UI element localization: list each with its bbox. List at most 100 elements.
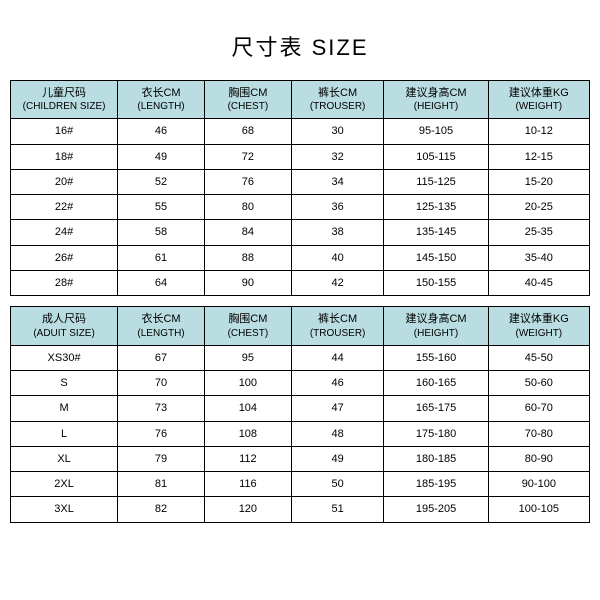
cell: 28# (11, 271, 118, 296)
cell: 76 (118, 421, 205, 446)
cell: 108 (204, 421, 291, 446)
cell: 105-115 (384, 144, 488, 169)
cell: L (11, 421, 118, 446)
cell: 155-160 (384, 345, 488, 370)
table-header-row: 成人尺码(ADUIT SIZE)衣长CM(LENGTH)胸围CM(CHEST)裤… (11, 307, 590, 345)
cell: 40-45 (488, 271, 589, 296)
cell: 185-195 (384, 472, 488, 497)
cell: 84 (204, 220, 291, 245)
cell: 50 (291, 472, 384, 497)
cell: 20# (11, 169, 118, 194)
cell: 90-100 (488, 472, 589, 497)
cell: M (11, 396, 118, 421)
cell: 116 (204, 472, 291, 497)
table-row: 28#649042150-15540-45 (11, 271, 590, 296)
table-row: XS30#679544155-16045-50 (11, 345, 590, 370)
cell: 180-185 (384, 446, 488, 471)
cell: 100 (204, 370, 291, 395)
column-header: 胸围CM(CHEST) (204, 81, 291, 119)
cell: 165-175 (384, 396, 488, 421)
cell: 115-125 (384, 169, 488, 194)
cell: 100-105 (488, 497, 589, 522)
cell: 25-35 (488, 220, 589, 245)
table-header-row: 儿童尺码(CHILDREN SIZE)衣长CM(LENGTH)胸围CM(CHES… (11, 81, 590, 119)
table-row: 16#46683095-10510-12 (11, 119, 590, 144)
table-row: 24#588438135-14525-35 (11, 220, 590, 245)
column-header: 裤长CM(TROUSER) (291, 81, 384, 119)
cell: 49 (118, 144, 205, 169)
cell: 52 (118, 169, 205, 194)
cell: XS30# (11, 345, 118, 370)
column-header: 衣长CM(LENGTH) (118, 81, 205, 119)
cell: S (11, 370, 118, 395)
cell: 24# (11, 220, 118, 245)
cell: 35-40 (488, 245, 589, 270)
cell: 95 (204, 345, 291, 370)
cell: 47 (291, 396, 384, 421)
cell: 67 (118, 345, 205, 370)
column-header: 建议体重KG(WEIGHT) (488, 81, 589, 119)
cell: 73 (118, 396, 205, 421)
table-row: 3XL8212051195-205100-105 (11, 497, 590, 522)
cell: 30 (291, 119, 384, 144)
cell: 88 (204, 245, 291, 270)
cell: 60-70 (488, 396, 589, 421)
page-title: 尺寸表 SIZE (10, 30, 590, 62)
cell: 58 (118, 220, 205, 245)
cell: 80-90 (488, 446, 589, 471)
column-header: 建议身高CM(HEIGHT) (384, 81, 488, 119)
cell: XL (11, 446, 118, 471)
cell: 104 (204, 396, 291, 421)
cell: 18# (11, 144, 118, 169)
table-row: XL7911249180-18580-90 (11, 446, 590, 471)
cell: 64 (118, 271, 205, 296)
cell: 70 (118, 370, 205, 395)
cell: 45-50 (488, 345, 589, 370)
cell: 112 (204, 446, 291, 471)
cell: 135-145 (384, 220, 488, 245)
cell: 12-15 (488, 144, 589, 169)
cell: 16# (11, 119, 118, 144)
cell: 36 (291, 195, 384, 220)
cell: 125-135 (384, 195, 488, 220)
table-row: 20#527634115-12515-20 (11, 169, 590, 194)
column-header: 儿童尺码(CHILDREN SIZE) (11, 81, 118, 119)
column-header: 胸围CM(CHEST) (204, 307, 291, 345)
column-header: 裤长CM(TROUSER) (291, 307, 384, 345)
cell: 48 (291, 421, 384, 446)
cell: 3XL (11, 497, 118, 522)
cell: 79 (118, 446, 205, 471)
table-row: 26#618840145-15035-40 (11, 245, 590, 270)
cell: 195-205 (384, 497, 488, 522)
cell: 10-12 (488, 119, 589, 144)
cell: 22# (11, 195, 118, 220)
cell: 20-25 (488, 195, 589, 220)
column-header: 成人尺码(ADUIT SIZE) (11, 307, 118, 345)
cell: 61 (118, 245, 205, 270)
cell: 49 (291, 446, 384, 471)
cell: 82 (118, 497, 205, 522)
cell: 50-60 (488, 370, 589, 395)
cell: 46 (118, 119, 205, 144)
table-row: M7310447165-17560-70 (11, 396, 590, 421)
cell: 90 (204, 271, 291, 296)
cell: 160-165 (384, 370, 488, 395)
cell: 26# (11, 245, 118, 270)
cell: 2XL (11, 472, 118, 497)
cell: 95-105 (384, 119, 488, 144)
cell: 32 (291, 144, 384, 169)
cell: 15-20 (488, 169, 589, 194)
cell: 150-155 (384, 271, 488, 296)
cell: 51 (291, 497, 384, 522)
cell: 76 (204, 169, 291, 194)
cell: 120 (204, 497, 291, 522)
cell: 44 (291, 345, 384, 370)
cell: 42 (291, 271, 384, 296)
cell: 34 (291, 169, 384, 194)
section-gap (11, 296, 590, 307)
column-header: 建议体重KG(WEIGHT) (488, 307, 589, 345)
table-row: S7010046160-16550-60 (11, 370, 590, 395)
cell: 46 (291, 370, 384, 395)
cell: 145-150 (384, 245, 488, 270)
column-header: 建议身高CM(HEIGHT) (384, 307, 488, 345)
